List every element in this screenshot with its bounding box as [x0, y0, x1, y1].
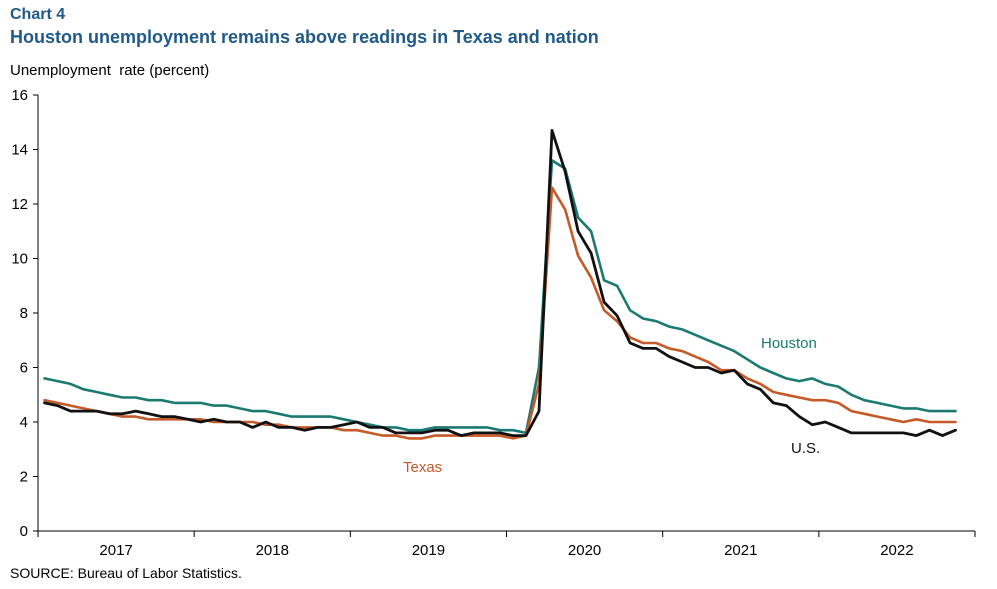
- series-lines: [43, 128, 957, 440]
- y-tick-label: 10: [11, 251, 28, 268]
- y-tick-label: 14: [11, 142, 28, 159]
- chart-title: Houston unemployment remains above readi…: [10, 27, 599, 47]
- series-labels: Houston Texas U.S.: [403, 335, 820, 476]
- y-tick-label: 16: [11, 87, 28, 104]
- x-tick-label: 2022: [880, 542, 913, 559]
- y-tick-label: 4: [20, 414, 28, 431]
- x-tick-label: 2020: [568, 542, 601, 559]
- y-axis-label: Unemployment rate (percent): [10, 62, 210, 79]
- y-tick-label: 2: [20, 469, 28, 486]
- series-label-houston: Houston: [761, 335, 817, 352]
- series-line-houston: [43, 159, 957, 435]
- x-tick-label: 2019: [412, 542, 445, 559]
- x-tick-label: 2021: [724, 542, 757, 559]
- y-tick-label: 8: [20, 305, 28, 322]
- axes: 0 2 4 6 8 10 12 14 16 2017 2018 2019 2020 2021 2022: [11, 87, 976, 559]
- y-tick-label: 12: [11, 196, 28, 213]
- y-tick-label: 0: [20, 523, 28, 540]
- chart-label: Chart 4: [10, 6, 66, 23]
- series-line-texas: [43, 186, 957, 440]
- x-tick-label: 2018: [256, 542, 289, 559]
- source-note: SOURCE: Bureau of Labor Statistics.: [10, 565, 242, 581]
- x-tick-label: 2017: [99, 542, 132, 559]
- series-label-texas: Texas: [403, 459, 442, 476]
- series-line-u-s: [43, 128, 957, 438]
- series-label-u-s: U.S.: [791, 440, 820, 457]
- y-tick-label: 6: [20, 360, 28, 377]
